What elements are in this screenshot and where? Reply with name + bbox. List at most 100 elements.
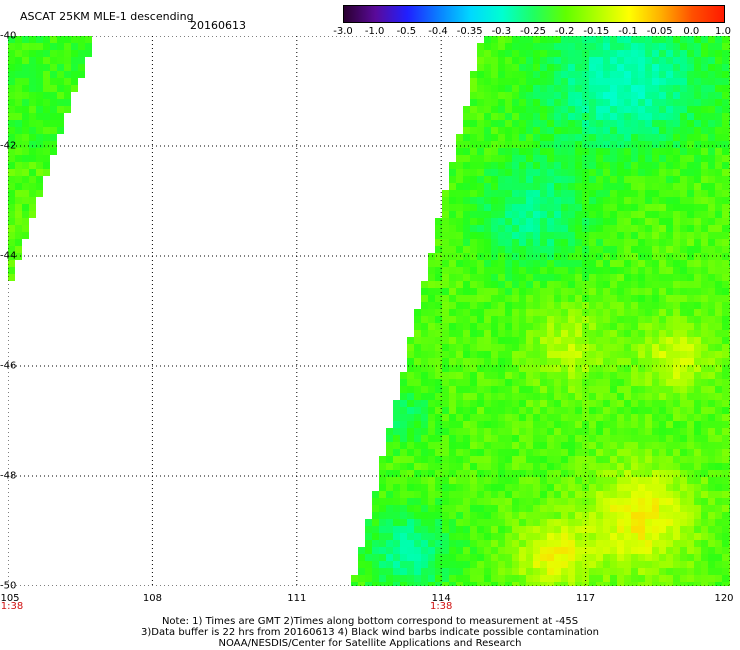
swath-cell (477, 505, 484, 512)
swath-cell (526, 372, 533, 379)
swath-cell (582, 78, 589, 85)
swath-cell (652, 64, 659, 71)
swath-cell (561, 302, 568, 309)
swath-cell (428, 295, 435, 302)
swath-cell (659, 295, 666, 302)
swath-cell (365, 568, 372, 575)
swath-cell (638, 71, 645, 78)
swath-cell (519, 316, 526, 323)
swath-cell (652, 43, 659, 50)
swath-cell (526, 512, 533, 519)
swath-cell (680, 372, 687, 379)
swath-cell (442, 204, 449, 211)
swath-cell (715, 246, 722, 253)
swath-cell (547, 456, 554, 463)
swath-cell (617, 99, 624, 106)
swath-cell (463, 155, 470, 162)
swath-cell (652, 372, 659, 379)
swath-cell (701, 43, 708, 50)
swath-cell (659, 477, 666, 484)
swath-cell (519, 232, 526, 239)
swath-cell (519, 155, 526, 162)
swath-cell (470, 127, 477, 134)
swath-cell (631, 141, 638, 148)
swath-cell (687, 449, 694, 456)
swath-cell (729, 78, 730, 85)
swath-cell (645, 449, 652, 456)
swath-cell (554, 302, 561, 309)
swath-cell (596, 484, 603, 491)
swath-cell (582, 526, 589, 533)
swath-cell (15, 148, 22, 155)
swath-cell (701, 498, 708, 505)
swath-cell (470, 526, 477, 533)
swath-cell (526, 505, 533, 512)
swath-cell (393, 477, 400, 484)
swath-cell (351, 575, 358, 582)
swath-cell (568, 246, 575, 253)
swath-cell (680, 407, 687, 414)
swath-cell (603, 218, 610, 225)
swath-cell (435, 309, 442, 316)
swath-cell (596, 414, 603, 421)
swath-cell (715, 155, 722, 162)
swath-cell (372, 568, 379, 575)
swath-cell (610, 190, 617, 197)
swath-cell (666, 232, 673, 239)
swath-cell (8, 225, 15, 232)
swath-cell (484, 99, 491, 106)
swath-cell (8, 162, 15, 169)
swath-cell (365, 519, 372, 526)
swath-cell (540, 225, 547, 232)
swath-cell (512, 239, 519, 246)
swath-cell (596, 526, 603, 533)
swath-cell (393, 470, 400, 477)
swath-cell (470, 568, 477, 575)
swath-cell (491, 428, 498, 435)
swath-cell (729, 512, 730, 519)
swath-cell (554, 197, 561, 204)
swath-cell (589, 463, 596, 470)
swath-cell (631, 50, 638, 57)
swath-cell (554, 421, 561, 428)
swath-cell (596, 533, 603, 540)
swath-cell (652, 253, 659, 260)
swath-cell (533, 211, 540, 218)
swath-cell (617, 428, 624, 435)
swath-cell (694, 414, 701, 421)
swath-cell (561, 155, 568, 162)
swath-cell (708, 295, 715, 302)
swath-cell (596, 302, 603, 309)
swath-cell (659, 57, 666, 64)
swath-cell (498, 78, 505, 85)
swath-cell (491, 267, 498, 274)
swath-cell (22, 120, 29, 127)
swath-cell (603, 148, 610, 155)
swath-cell (400, 533, 407, 540)
swath-cell (547, 519, 554, 526)
swath-cell (659, 533, 666, 540)
swath-cell (645, 421, 652, 428)
swath-cell (680, 456, 687, 463)
swath-cell (652, 393, 659, 400)
swath-cell (645, 176, 652, 183)
swath-cell (400, 505, 407, 512)
swath-cell (491, 225, 498, 232)
swath-cell (589, 582, 596, 586)
swath-cell (638, 337, 645, 344)
swath-cell (470, 379, 477, 386)
swath-cell (589, 365, 596, 372)
swath-cell (603, 141, 610, 148)
swath-cell (463, 337, 470, 344)
swath-cell (414, 309, 421, 316)
swath-cell (407, 477, 414, 484)
swath-cell (568, 239, 575, 246)
swath-cell (456, 533, 463, 540)
swath-cell (568, 92, 575, 99)
swath-cell (701, 197, 708, 204)
swath-cell (484, 323, 491, 330)
swath-cell (624, 316, 631, 323)
swath-cell (456, 274, 463, 281)
swath-cell (568, 484, 575, 491)
swath-cell (638, 323, 645, 330)
